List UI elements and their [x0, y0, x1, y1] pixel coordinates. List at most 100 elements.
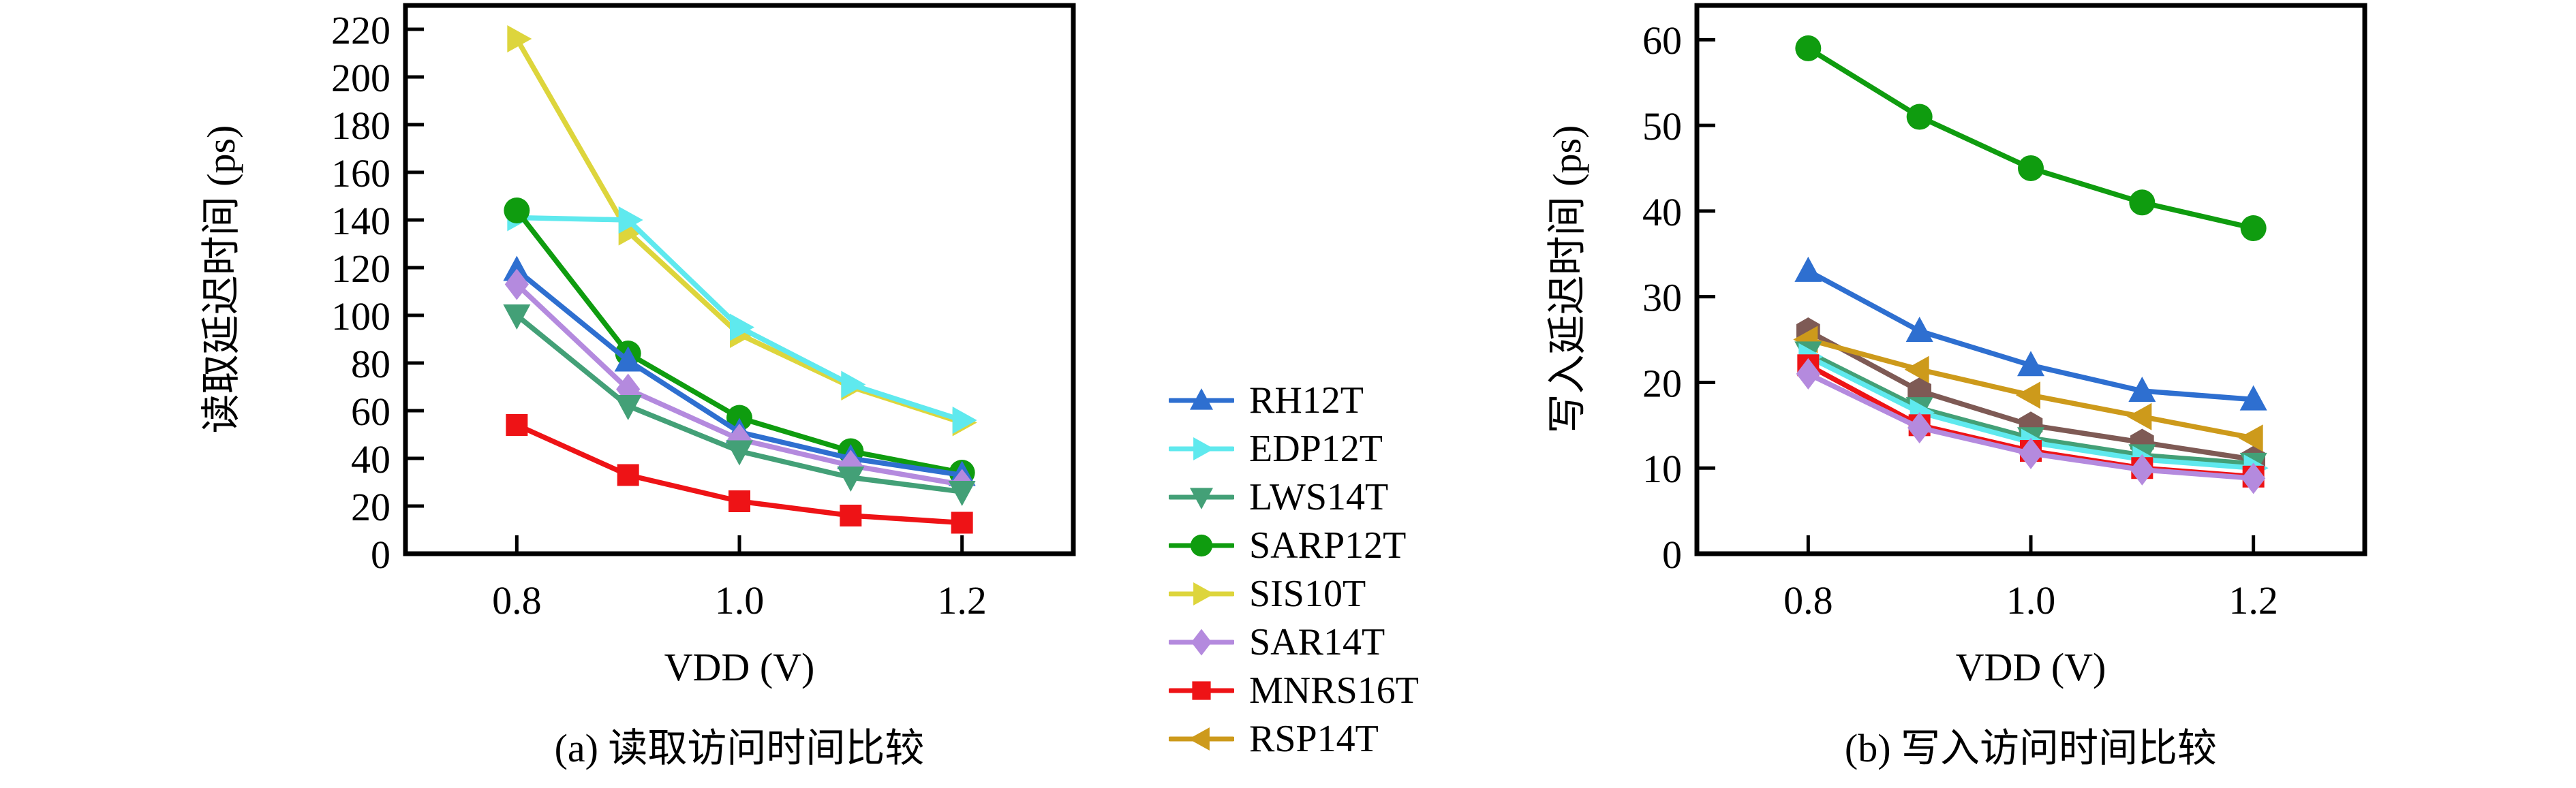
series-marker-edp12t [618, 206, 643, 234]
y-tick-label: 60 [351, 390, 390, 434]
y-tick-label: 140 [331, 199, 390, 243]
legend-swatch-lws14t [1169, 487, 1234, 509]
legend-label-lws14t: LWS14T [1249, 475, 1389, 518]
y-tick-label: 50 [1642, 104, 1682, 148]
legend-label-edp12t: EDP12T [1249, 427, 1383, 470]
series-marker-sis10t [507, 25, 532, 52]
legend-swatch-edp12t [1169, 437, 1234, 460]
series-marker-lws14t [837, 467, 865, 492]
series-marker-sarp12t [1795, 35, 1822, 61]
series-marker-lws14t [503, 304, 531, 330]
y-tick-label: 160 [331, 151, 390, 195]
legend-swatch-rh12t [1169, 388, 1234, 410]
legend-label-sis10t: SIS10T [1249, 572, 1366, 615]
series-marker-rsp14t [2016, 381, 2040, 409]
series-marker-rh12t [2128, 377, 2156, 403]
y-tick-label: 60 [1642, 18, 1682, 63]
series-marker-sar14t [1796, 358, 1820, 390]
chart-write: 0 10 20 30 40 50 60 0.8 1.0 1.2 [1642, 3, 2367, 622]
y-tick-label: 20 [1642, 361, 1682, 405]
read-chart-xlabel: VDD (V) [664, 645, 815, 689]
write-chart-xlabel: VDD (V) [1955, 645, 2106, 689]
legend-marker-sis10t [1193, 582, 1214, 605]
series-line-rh12t [1805, 268, 2256, 403]
series-marker-mnrs16t [617, 464, 639, 486]
legend-marker-sarp12t [1190, 534, 1213, 556]
series-marker-sarp12t [2018, 155, 2044, 181]
legend-swatch-sis10t [1169, 582, 1234, 605]
series-marker-mnrs16t [729, 490, 750, 512]
series-marker-sarp12t [504, 198, 530, 223]
read-chart-ylabel: 读取延迟时间 (ps) [199, 125, 243, 434]
series-marker-rsp14t [1904, 356, 1929, 383]
legend-label-sarp12t: SARP12T [1249, 524, 1407, 567]
y-tick-label: 80 [351, 342, 390, 386]
series-marker-sar14t [2241, 462, 2266, 494]
series-marker-rh12t [1905, 316, 1933, 342]
legend-item-sis10t: SIS10T [1169, 569, 1419, 618]
series-marker-rh12t [503, 255, 531, 281]
x-tick-label: 1.2 [937, 578, 987, 622]
legend-marker-lws14t [1190, 487, 1213, 509]
series-marker-rh12t [614, 346, 642, 372]
legend-item-rsp14t: RSP14T [1169, 714, 1419, 763]
y-tick-label: 0 [371, 533, 390, 577]
series-marker-edp12t [841, 371, 866, 398]
x-tick-label: 1.0 [2006, 578, 2056, 622]
y-tick-label: 20 [351, 485, 390, 529]
series-line-edp12t [514, 215, 965, 423]
y-tick-label: 100 [331, 294, 390, 338]
y-tick-label: 0 [1662, 533, 1682, 577]
series-marker-mnrs16t [951, 511, 973, 534]
series-marker-rh12t [2017, 351, 2044, 377]
series-marker-sarp12t [1906, 104, 1933, 130]
series-marker-sar14t [1907, 412, 1932, 444]
series-marker-mnrs16t [840, 505, 862, 526]
y-tick-label: 120 [331, 247, 390, 291]
series-marker-lws14t [726, 440, 753, 466]
legend-label-rsp14t: RSP14T [1249, 717, 1379, 760]
x-tick-label: 0.8 [1783, 578, 1833, 622]
legend-item-mnrs16t: MNRS16T [1169, 666, 1419, 714]
legend-marker-rh12t [1190, 388, 1213, 410]
series-marker-rsp14t [2127, 403, 2152, 430]
series-marker-sar14t [504, 268, 529, 300]
legend-item-edp12t: EDP12T [1169, 424, 1419, 473]
legend-label-mnrs16t: MNRS16T [1249, 669, 1419, 712]
read-chart-caption: (a) 读取访问时间比较 [554, 726, 925, 770]
series-marker-mnrs16t [506, 414, 528, 436]
legend-swatch-rsp14t [1169, 727, 1234, 751]
x-tick-label: 1.2 [2228, 578, 2278, 622]
legend-swatch-mnrs16t [1169, 680, 1234, 700]
series-marker-sar14t [2130, 454, 2154, 486]
plot-border [403, 3, 1076, 556]
legend-label-rh12t: RH12T [1249, 379, 1364, 422]
legend-item-sarp12t: SARP12T [1169, 521, 1419, 569]
series-marker-sarp12t [2129, 189, 2156, 216]
y-tick-label: 180 [331, 104, 390, 148]
series-marker-sar14t [2019, 437, 2043, 469]
plot-border [1694, 3, 2367, 556]
y-tick-label: 40 [351, 437, 390, 482]
legend-item-sar14t: SAR14T [1169, 618, 1419, 666]
y-tick-label: 10 [1642, 447, 1682, 491]
y-tick-label: 40 [1642, 190, 1682, 234]
y-tick-label: 200 [331, 56, 390, 100]
series-marker-edp12t [730, 313, 754, 341]
series-line-sis10t [514, 36, 965, 426]
series-marker-lws14t [614, 395, 642, 420]
series-marker-sarp12t [2240, 215, 2267, 242]
legend-marker-mnrs16t [1192, 680, 1211, 700]
legend: RH12T EDP12T LWS14T SARP12T SIS10T SAR14… [1169, 376, 1419, 763]
legend-marker-rsp14t [1189, 727, 1210, 751]
legend-label-sar14t: SAR14T [1249, 620, 1385, 663]
write-chart-caption: (b) 写入访问时间比较 [1844, 726, 2218, 770]
x-tick-label: 0.8 [492, 578, 542, 622]
x-tick-label: 1.0 [715, 578, 765, 622]
series-marker-sar14t [727, 424, 752, 455]
legend-item-rh12t: RH12T [1169, 376, 1419, 424]
legend-swatch-sar14t [1169, 628, 1234, 656]
